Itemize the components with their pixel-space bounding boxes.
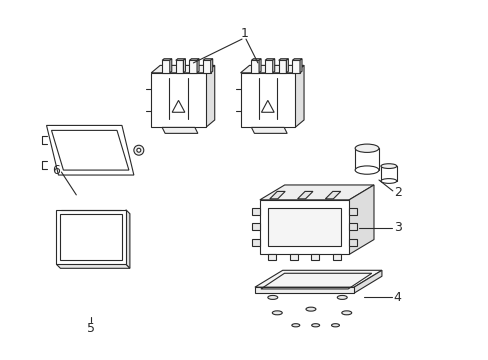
Polygon shape	[259, 200, 348, 255]
Ellipse shape	[337, 296, 346, 300]
Bar	[267, 255, 275, 260]
Polygon shape	[259, 185, 373, 200]
Polygon shape	[162, 60, 169, 73]
Polygon shape	[203, 60, 210, 73]
Ellipse shape	[305, 307, 315, 311]
Bar	[354, 148, 378, 170]
Text: 3: 3	[393, 221, 401, 234]
Polygon shape	[278, 59, 288, 60]
Polygon shape	[348, 185, 373, 255]
Polygon shape	[210, 59, 212, 73]
Polygon shape	[325, 192, 340, 199]
Text: 6: 6	[52, 163, 61, 176]
Polygon shape	[254, 270, 381, 287]
Circle shape	[137, 148, 141, 152]
Text: 4: 4	[393, 291, 401, 303]
Polygon shape	[251, 60, 259, 73]
Bar	[61, 214, 122, 260]
Polygon shape	[240, 66, 304, 73]
Polygon shape	[126, 210, 130, 268]
Polygon shape	[259, 59, 261, 73]
Polygon shape	[251, 127, 286, 133]
Polygon shape	[189, 60, 197, 73]
Polygon shape	[254, 287, 353, 293]
Polygon shape	[183, 59, 185, 73]
Polygon shape	[56, 264, 130, 268]
Ellipse shape	[291, 324, 299, 327]
Circle shape	[134, 145, 143, 155]
Polygon shape	[251, 59, 261, 60]
Polygon shape	[251, 208, 259, 215]
Polygon shape	[292, 60, 300, 73]
Polygon shape	[251, 223, 259, 230]
Polygon shape	[292, 59, 302, 60]
Bar	[380, 166, 396, 181]
Text: 1: 1	[241, 27, 248, 40]
Polygon shape	[294, 66, 304, 127]
Polygon shape	[251, 239, 259, 246]
Bar	[56, 210, 126, 264]
Polygon shape	[205, 66, 214, 127]
Polygon shape	[269, 192, 285, 199]
Polygon shape	[297, 192, 312, 199]
Ellipse shape	[354, 144, 378, 152]
Polygon shape	[264, 59, 274, 60]
Polygon shape	[264, 60, 272, 73]
Bar	[289, 255, 297, 260]
Polygon shape	[353, 270, 381, 293]
Polygon shape	[278, 60, 286, 73]
Polygon shape	[151, 66, 214, 73]
Polygon shape	[162, 59, 171, 60]
Ellipse shape	[267, 296, 277, 300]
Polygon shape	[175, 59, 185, 60]
Polygon shape	[300, 59, 302, 73]
Bar	[333, 255, 341, 260]
Text: 2: 2	[393, 186, 401, 199]
Ellipse shape	[272, 311, 282, 315]
Polygon shape	[169, 59, 171, 73]
Polygon shape	[261, 100, 274, 112]
Polygon shape	[162, 127, 198, 133]
Polygon shape	[175, 60, 183, 73]
Polygon shape	[203, 59, 212, 60]
Polygon shape	[348, 239, 356, 246]
Ellipse shape	[331, 324, 339, 327]
Polygon shape	[272, 59, 274, 73]
Ellipse shape	[311, 324, 319, 327]
Polygon shape	[197, 59, 199, 73]
Polygon shape	[267, 208, 341, 247]
Polygon shape	[240, 73, 294, 127]
Ellipse shape	[341, 311, 351, 315]
Polygon shape	[348, 223, 356, 230]
Ellipse shape	[380, 179, 396, 183]
Polygon shape	[348, 208, 356, 215]
Polygon shape	[151, 73, 205, 127]
Text: 5: 5	[87, 322, 95, 336]
Polygon shape	[189, 59, 199, 60]
Polygon shape	[286, 59, 288, 73]
Polygon shape	[46, 125, 134, 175]
Ellipse shape	[380, 164, 396, 168]
Ellipse shape	[354, 166, 378, 174]
Bar	[311, 255, 319, 260]
Polygon shape	[172, 100, 184, 112]
